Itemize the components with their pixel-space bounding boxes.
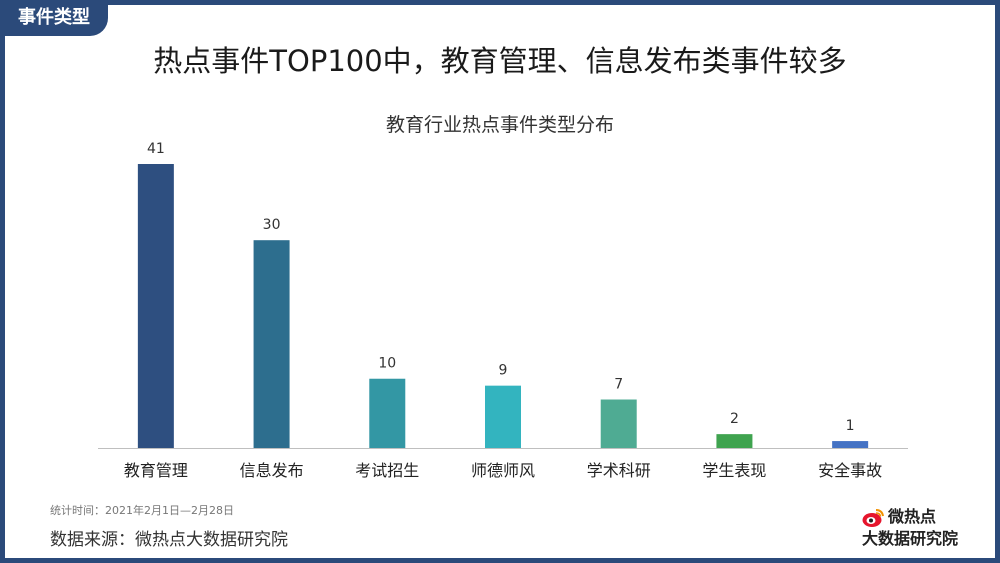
data-label-1: 30 xyxy=(263,217,281,233)
data-label-4: 7 xyxy=(614,377,623,393)
headline: 热点事件TOP100中，教育管理、信息发布类事件较多 xyxy=(153,44,847,78)
category-label-4: 学术科研 xyxy=(587,461,651,480)
bar-5 xyxy=(716,434,753,448)
data-label-0: 41 xyxy=(147,141,165,157)
section-tag: 事件类型 xyxy=(0,0,108,36)
bar-6 xyxy=(832,441,869,448)
bar-3 xyxy=(485,385,521,448)
data-source: 数据来源：微热点大数据研究院 xyxy=(50,530,288,550)
data-label-2: 10 xyxy=(378,356,396,372)
weibo-eye-icon xyxy=(862,509,884,527)
category-label-0: 教育管理 xyxy=(124,461,188,480)
category-label-2: 考试招生 xyxy=(355,461,419,480)
statistics-period: 统计时间：2021年2月1日—2月28日 xyxy=(50,504,234,517)
category-label-1: 信息发布 xyxy=(240,461,304,480)
logo: 微热点 大数据研究院 xyxy=(862,506,974,550)
bar-4 xyxy=(600,399,637,448)
data-label-6: 1 xyxy=(846,418,855,434)
logo-name-line2: 大数据研究院 xyxy=(862,529,959,548)
data-label-3: 9 xyxy=(499,363,508,379)
category-label-3: 师德师风 xyxy=(471,461,535,480)
chart-title: 教育行业热点事件类型分布 xyxy=(385,114,614,136)
data-label-5: 2 xyxy=(730,411,739,427)
category-label-5: 学生表现 xyxy=(702,461,766,480)
bar-2 xyxy=(369,378,406,448)
logo-name-line1: 微热点 xyxy=(888,507,937,526)
bar-0 xyxy=(137,164,174,448)
category-label-6: 安全事故 xyxy=(818,461,882,480)
bar-1 xyxy=(253,240,290,448)
